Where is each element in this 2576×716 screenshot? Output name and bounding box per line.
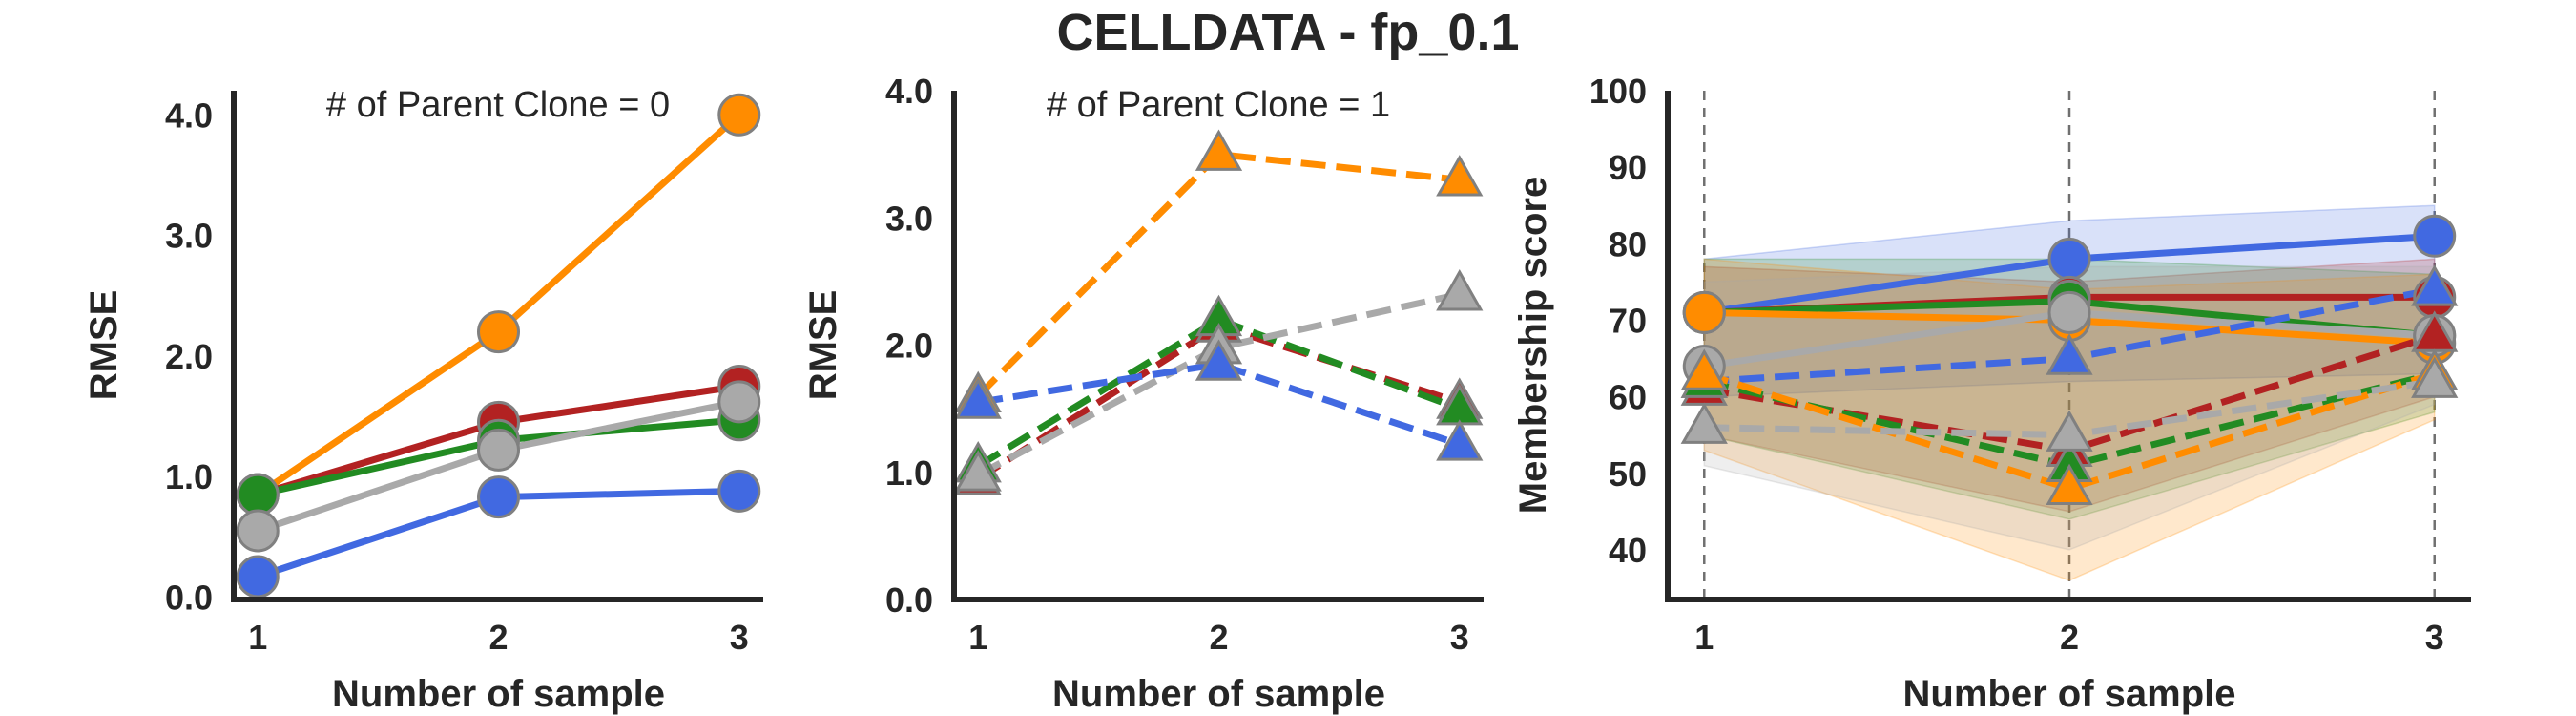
data-point-triangle — [1436, 155, 1484, 197]
x-tick-label: 3 — [2425, 618, 2444, 657]
y-tick-label: 0.0 — [165, 578, 213, 617]
y-tick-label: 90 — [1609, 148, 1647, 187]
y-tick-label: 80 — [1609, 224, 1647, 263]
data-point-circle — [477, 428, 520, 472]
y-tick-label: 1.0 — [165, 457, 213, 496]
data-point-circle — [236, 509, 280, 553]
x-tick-label: 3 — [1450, 618, 1469, 657]
series-line — [976, 316, 1461, 470]
y-axis-label: RMSE — [83, 290, 125, 401]
x-tick-label: 2 — [1209, 618, 1228, 657]
y-tick-label: 100 — [1589, 72, 1647, 111]
y-tick-label: 0.0 — [885, 580, 933, 620]
x-tick-label: 1 — [1694, 618, 1714, 657]
data-point-triangle — [1680, 402, 1728, 444]
y-tick-label: 4.0 — [165, 95, 213, 135]
data-point-triangle — [2411, 264, 2459, 306]
figure-title: CELLDATA - fp_0.1 — [1057, 4, 1520, 61]
y-axis-label: Membership score — [1512, 177, 1554, 514]
series-line — [977, 360, 1461, 448]
y-tick-label: 3.0 — [165, 217, 213, 256]
x-axis-label: Number of sample — [1052, 673, 1385, 715]
data-point-circle — [717, 380, 761, 424]
data-point-triangle — [1436, 419, 1484, 461]
chart-panel-rmse-clone-0: 1 2 3 0.0 1.0 2.0 3.0 4.0 Number of sample RMSE # … — [83, 85, 763, 715]
data-point-triangle — [1680, 348, 1728, 390]
data-point-circle — [236, 555, 280, 599]
y-tick-label: 2.0 — [165, 337, 213, 376]
y-axis-label: RMSE — [802, 290, 844, 401]
data-point-triangle — [954, 377, 1002, 419]
data-point-triangle — [1195, 339, 1243, 381]
data-point-circle — [2413, 214, 2457, 258]
x-tick-label: 2 — [488, 618, 508, 657]
x-tick-label: 2 — [2060, 618, 2079, 657]
y-tick-label: 2.0 — [885, 326, 933, 366]
chart-panel-rmse-clone-1: 1 2 3 0.0 1.0 2.0 3.0 4.0 Number of sample RMSE # … — [802, 72, 1484, 715]
data-point-circle — [2047, 237, 2091, 281]
chart-panel-membership-score: 1 2 3 40 50 60 70 80 90 100 Number of sample Member… — [1512, 72, 2471, 715]
x-tick-label: 3 — [730, 618, 749, 657]
panel-annotation: # of Parent Clone = 0 — [326, 85, 670, 125]
series-line — [1703, 370, 2436, 493]
x-tick-label: 1 — [248, 618, 267, 657]
y-tick-label: 60 — [1609, 378, 1647, 417]
y-tick-label: 50 — [1609, 454, 1647, 494]
data-point-triangle — [954, 450, 1002, 492]
x-tick-label: 1 — [968, 618, 987, 657]
data-point-circle — [477, 310, 520, 354]
panel-annotation: # of Parent Clone = 1 — [1047, 85, 1390, 125]
y-tick-label: 3.0 — [885, 199, 933, 238]
data-point-triangle — [2046, 463, 2093, 506]
data-point-circle — [717, 469, 761, 513]
series-line — [976, 290, 1461, 478]
x-axis-label: Number of sample — [1903, 673, 2236, 715]
data-point-triangle — [1195, 129, 1243, 171]
y-tick-label: 4.0 — [885, 72, 933, 111]
y-tick-label: 1.0 — [885, 453, 933, 493]
data-point-triangle — [1436, 269, 1484, 311]
data-point-circle — [1682, 290, 1726, 334]
data-point-circle — [477, 475, 520, 519]
y-tick-label: 70 — [1609, 301, 1647, 340]
data-point-triangle — [2046, 333, 2093, 375]
y-tick-label: 40 — [1609, 531, 1647, 570]
data-point-circle — [236, 473, 280, 516]
data-point-circle — [717, 93, 761, 137]
x-axis-label: Number of sample — [332, 673, 665, 715]
data-point-circle — [2047, 290, 2091, 334]
data-point-triangle — [2046, 410, 2093, 452]
data-point-triangle — [2411, 356, 2459, 398]
